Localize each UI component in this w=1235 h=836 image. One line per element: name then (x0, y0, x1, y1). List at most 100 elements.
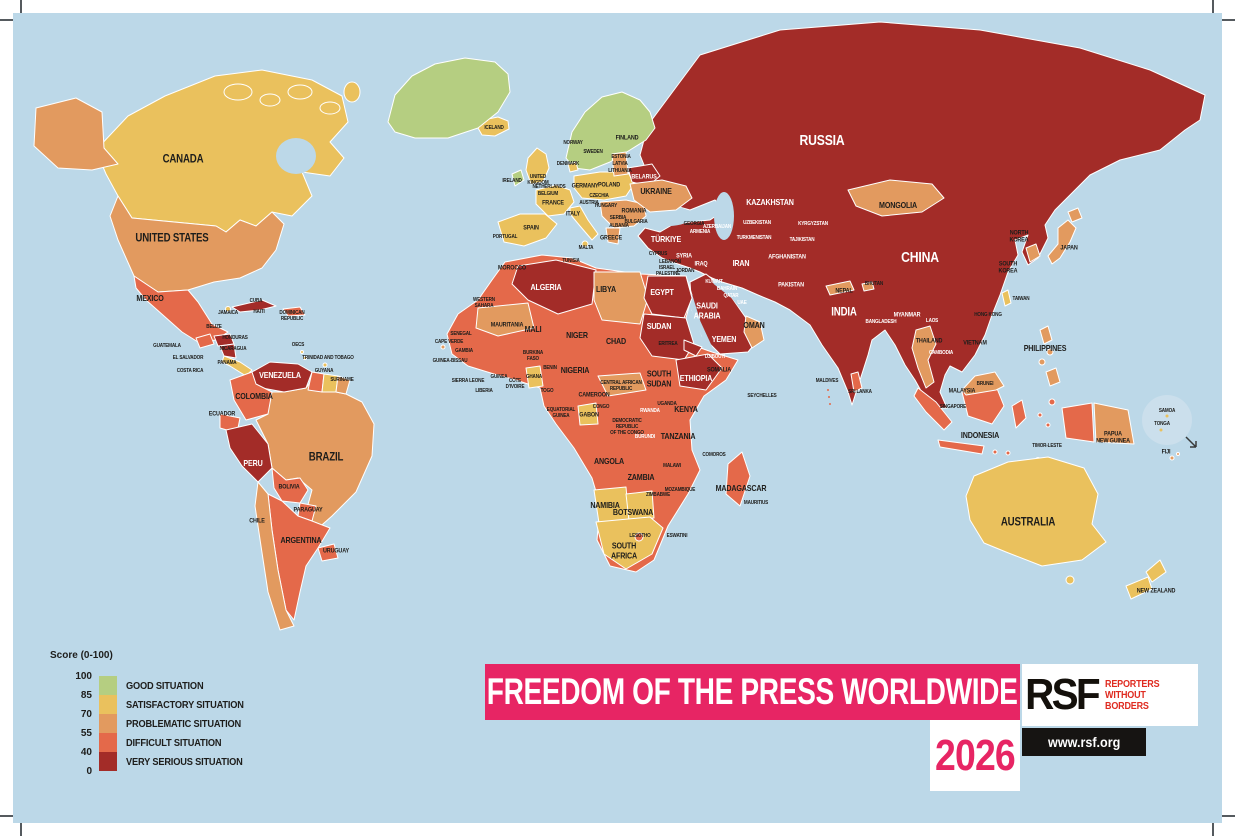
region-maldives (827, 389, 829, 391)
region-arctic-island-1 (223, 83, 253, 101)
inset-arrow (1185, 436, 1197, 448)
region-south-korea (1025, 243, 1041, 263)
region-nepal (825, 280, 855, 296)
legend-label-5: VERY SERIOUS SITUATION (126, 755, 243, 768)
region-hispaniola (282, 306, 306, 317)
region-united-states (109, 195, 285, 293)
region-philippines-luzon (1039, 325, 1053, 345)
crop-mark-tl-h (0, 19, 18, 21)
region-tonga (1159, 428, 1163, 432)
legend-tick-0: 0 (86, 766, 92, 777)
region-balkans (599, 199, 647, 229)
region-arctic-island-3 (287, 84, 313, 100)
legend-swatch-3 (99, 714, 117, 733)
pacific-inset-circle (1142, 395, 1192, 445)
region-germany-poland (573, 171, 635, 201)
website-box: www.rsf.org (1022, 728, 1146, 756)
rsf-logo-caption: REPORTERS WITHOUT BORDERS (1105, 678, 1160, 712)
region-french-guiana (335, 375, 351, 395)
region-philippines-3 (1038, 358, 1046, 366)
region-gabon (577, 402, 599, 426)
region-trinidad-and-tobago (322, 362, 328, 368)
region-scandinavia (565, 91, 656, 171)
crop-mark-tr-h (1217, 19, 1235, 21)
region-lesotho (634, 532, 644, 542)
year-box: 2026 (930, 720, 1020, 791)
red-sea (687, 293, 713, 351)
region-oman (743, 315, 765, 349)
legend-tick-100: 100 (75, 671, 92, 682)
legend-label-1: GOOD SITUATION (126, 679, 204, 692)
region-papua-new-guinea (1093, 402, 1135, 445)
region-taiwan (1001, 289, 1012, 307)
region-ukraine (629, 179, 693, 213)
region-namibia (593, 486, 630, 524)
region-mauritania (475, 302, 535, 337)
region-madagascar (725, 451, 751, 507)
region-cuba (231, 299, 277, 313)
hudson-bay (276, 138, 316, 174)
region-arctic-island-4 (319, 101, 341, 115)
legend-tick-85: 85 (80, 690, 92, 701)
region-guatemala (195, 333, 215, 349)
region-arctic-island-2 (259, 93, 281, 107)
region-halmahera (1048, 398, 1056, 406)
poster-title: FREEDOM OF THE PRESS WORLDWIDE (487, 671, 1018, 712)
region-ethiopia (675, 353, 723, 391)
region-tasmania (1065, 575, 1075, 585)
legend-swatch-2 (99, 695, 117, 714)
region-greece (605, 227, 621, 245)
region-denmark (567, 161, 579, 173)
region-baltics (611, 151, 629, 177)
region-bolivia (271, 467, 309, 504)
region-peru (225, 423, 273, 483)
region-egypt (643, 275, 693, 319)
rsf-logo: RSF (1025, 670, 1100, 719)
region-uruguay (317, 543, 339, 562)
region-sicily (581, 240, 589, 248)
region-moluccas-2 (1045, 422, 1051, 428)
region-colombia (229, 371, 273, 421)
persian-gulf (713, 279, 751, 317)
legend-title: Score (0-100) (50, 650, 113, 661)
title-banner: FREEDOM OF THE PRESS WORLDWIDE (485, 664, 1020, 720)
region-united-kingdom (525, 147, 550, 185)
legend-label-3: PROBLEMATIC SITUATION (126, 717, 242, 730)
region-philippines-mindanao (1045, 367, 1061, 387)
region-libya (593, 271, 649, 325)
score-legend: Score (0-100) GOOD SITUATION SATISFACTORY… (48, 650, 318, 800)
region-nicaragua (219, 343, 237, 359)
crop-mark-bl-h (0, 815, 18, 817)
region-sumatra (913, 387, 953, 431)
legend-label-4: DIFFICULT SITUATION (126, 736, 222, 749)
region-moluccas-1 (1037, 412, 1043, 418)
region-philippines-2 (1046, 348, 1054, 356)
region-cape-verde (440, 344, 446, 350)
region-lesser-sunda-2 (1005, 450, 1011, 456)
region-australia (965, 456, 1107, 567)
region-bhutan (861, 281, 875, 292)
crop-mark-br-v (1212, 822, 1214, 836)
rsf-logo-box: RSF REPORTERS WITHOUT BORDERS (1022, 664, 1198, 726)
caspian-sea (714, 192, 734, 240)
region-fiji-2 (1176, 452, 1180, 456)
legend-tick-55: 55 (80, 728, 92, 739)
website-url: www.rsf.org (1047, 734, 1121, 750)
region-france (535, 184, 575, 217)
region-alaska (33, 97, 119, 171)
region-samoa (1165, 414, 1169, 418)
region-italy (569, 205, 599, 241)
region-sulawesi (1011, 399, 1027, 429)
region-sri-lanka (850, 371, 863, 393)
crop-mark-bl-v (20, 822, 22, 836)
region-south-africa (595, 516, 664, 570)
region-ireland (511, 169, 525, 187)
region-japan (1047, 219, 1077, 265)
region-fiji (1169, 455, 1175, 461)
crop-mark-tr-v (1212, 0, 1214, 14)
region-central-african-republic (597, 372, 647, 397)
year-label: 2026 (935, 730, 1016, 780)
region-new-zealand-south (1125, 576, 1153, 600)
legend-swatch-4 (99, 733, 117, 752)
